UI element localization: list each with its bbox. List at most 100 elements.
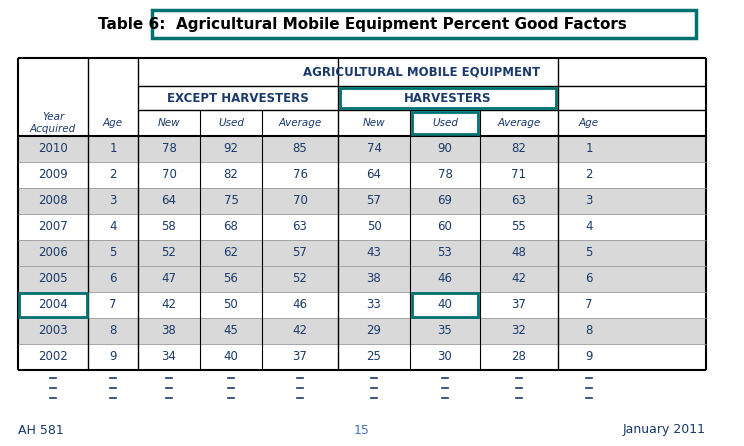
Text: 2: 2: [586, 169, 593, 182]
Text: 76: 76: [292, 169, 307, 182]
Text: 4: 4: [586, 220, 593, 234]
Text: 3: 3: [586, 194, 593, 207]
Text: 78: 78: [161, 143, 176, 156]
Text: 3: 3: [109, 194, 117, 207]
Bar: [412, 293, 478, 317]
Text: 62: 62: [223, 247, 239, 260]
Text: Used: Used: [218, 118, 244, 128]
Text: 5: 5: [586, 247, 593, 260]
Text: 42: 42: [161, 298, 176, 311]
Text: AGRICULTURAL MOBILE EQUIPMENT: AGRICULTURAL MOBILE EQUIPMENT: [304, 66, 541, 78]
Text: 28: 28: [512, 351, 527, 363]
Text: HARVESTERS: HARVESTERS: [404, 91, 492, 104]
Text: 55: 55: [512, 220, 526, 234]
Text: 30: 30: [437, 351, 452, 363]
Text: Used: Used: [432, 118, 458, 128]
Text: 78: 78: [437, 169, 452, 182]
Text: 2003: 2003: [38, 325, 68, 338]
Text: 90: 90: [437, 143, 452, 156]
Text: 40: 40: [223, 351, 238, 363]
Text: Average: Average: [278, 118, 321, 128]
Text: Used: Used: [432, 118, 458, 128]
Text: 7: 7: [586, 298, 593, 311]
Text: 70: 70: [292, 194, 307, 207]
Text: 85: 85: [292, 143, 307, 156]
Text: 50: 50: [367, 220, 382, 234]
Text: 38: 38: [367, 273, 382, 285]
Bar: [18, 318, 706, 344]
Text: 2008: 2008: [38, 194, 68, 207]
Text: 37: 37: [512, 298, 527, 311]
Bar: [19, 293, 87, 317]
Text: 57: 57: [292, 247, 307, 260]
Text: 50: 50: [224, 298, 238, 311]
Text: 8: 8: [586, 325, 593, 338]
Text: 35: 35: [437, 325, 452, 338]
Text: Table 6:  Agricultural Mobile Equipment Percent Good Factors: Table 6: Agricultural Mobile Equipment P…: [97, 17, 626, 32]
Text: 92: 92: [223, 143, 239, 156]
Text: New: New: [158, 118, 180, 128]
Bar: [412, 112, 478, 134]
Text: 29: 29: [367, 325, 382, 338]
Text: 32: 32: [512, 325, 527, 338]
Text: 58: 58: [161, 220, 176, 234]
Text: 38: 38: [161, 325, 176, 338]
Text: 5: 5: [109, 247, 117, 260]
Text: 60: 60: [437, 220, 452, 234]
Bar: [152, 10, 696, 38]
Text: 45: 45: [223, 325, 238, 338]
Text: 2010: 2010: [38, 143, 68, 156]
Text: 46: 46: [437, 273, 452, 285]
Text: 69: 69: [437, 194, 452, 207]
Bar: [18, 188, 706, 214]
Text: 37: 37: [292, 351, 307, 363]
Text: 40: 40: [437, 298, 452, 311]
Text: New: New: [362, 118, 385, 128]
Text: 40: 40: [437, 298, 452, 311]
Text: Age: Age: [579, 118, 599, 128]
Text: 70: 70: [161, 169, 176, 182]
Text: 25: 25: [367, 351, 382, 363]
Text: 48: 48: [512, 247, 527, 260]
Bar: [18, 240, 706, 266]
Bar: [340, 88, 556, 108]
Text: 42: 42: [292, 325, 307, 338]
Text: January 2011: January 2011: [623, 424, 706, 437]
Text: 63: 63: [512, 194, 527, 207]
Text: 33: 33: [367, 298, 382, 311]
Text: 2005: 2005: [38, 273, 68, 285]
Text: 46: 46: [292, 298, 307, 311]
Text: 64: 64: [161, 194, 176, 207]
Text: 2004: 2004: [38, 298, 68, 311]
Text: 2009: 2009: [38, 169, 68, 182]
Text: EXCEPT HARVESTERS: EXCEPT HARVESTERS: [167, 91, 309, 104]
Text: 2004: 2004: [38, 298, 68, 311]
Text: 68: 68: [223, 220, 238, 234]
Text: 74: 74: [367, 143, 382, 156]
Text: 1: 1: [586, 143, 593, 156]
Text: 6: 6: [109, 273, 117, 285]
Text: 2006: 2006: [38, 247, 68, 260]
Text: 2002: 2002: [38, 351, 68, 363]
Text: 43: 43: [367, 247, 382, 260]
Text: 8: 8: [109, 325, 117, 338]
Text: 15: 15: [354, 424, 370, 437]
Text: 34: 34: [161, 351, 176, 363]
Text: 4: 4: [109, 220, 117, 234]
Text: 9: 9: [109, 351, 117, 363]
Text: 75: 75: [223, 194, 238, 207]
Text: 52: 52: [161, 247, 176, 260]
Text: 82: 82: [512, 143, 527, 156]
Text: Age: Age: [103, 118, 123, 128]
Text: 63: 63: [292, 220, 307, 234]
Text: 71: 71: [512, 169, 527, 182]
Text: 64: 64: [367, 169, 382, 182]
Text: 57: 57: [367, 194, 382, 207]
Text: 82: 82: [223, 169, 238, 182]
Bar: [18, 136, 706, 162]
Text: 9: 9: [586, 351, 593, 363]
Text: 7: 7: [109, 298, 117, 311]
Text: 52: 52: [292, 273, 307, 285]
Text: Year
Acquired: Year Acquired: [30, 112, 76, 134]
Text: 1: 1: [109, 143, 117, 156]
